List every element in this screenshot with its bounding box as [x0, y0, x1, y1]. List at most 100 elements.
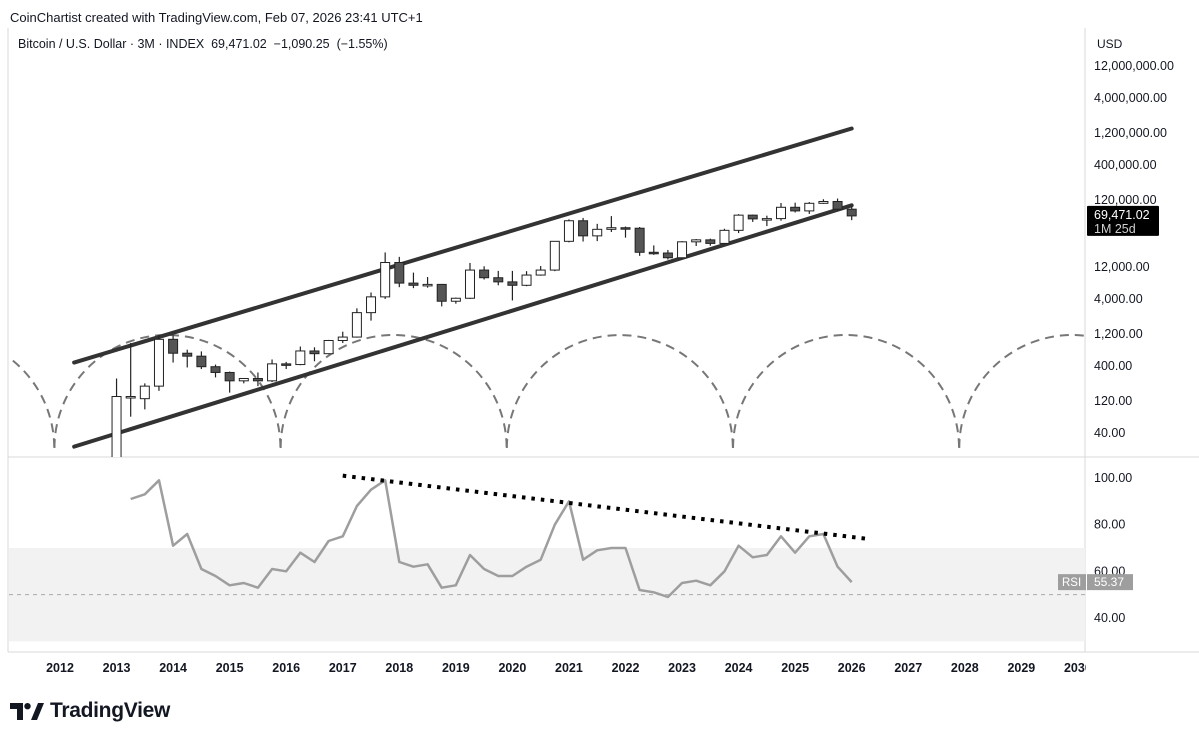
- candle: [408, 272, 419, 289]
- candle: [337, 331, 348, 344]
- candle-body: [592, 228, 603, 237]
- symbol-legend[interactable]: Bitcoin / U.S. Dollar · 3M · INDEX 69,47…: [18, 37, 388, 51]
- tradingview-wordmark: TradingView: [50, 699, 171, 722]
- candle: [578, 217, 589, 242]
- candle-body: [563, 220, 574, 242]
- candle: [56, 484, 65, 500]
- time-axis-corner: [1086, 653, 1199, 683]
- candle-body: [677, 241, 688, 259]
- candle-body: [450, 297, 461, 302]
- candle-body: [691, 239, 702, 243]
- candle: [549, 240, 560, 272]
- panel-borders: [7, 28, 1199, 653]
- candle-body: [267, 363, 278, 382]
- candle-body: [790, 206, 801, 212]
- candle-body: [309, 350, 320, 355]
- candle-body: [479, 269, 490, 279]
- price-tick-label: 4,000,000.00: [1094, 91, 1167, 105]
- candle: [309, 347, 320, 362]
- time-tick-label: 2020: [498, 661, 526, 675]
- last-price-label-bg: [1087, 205, 1159, 236]
- chart-attribution: CoinChartist created with TradingView.co…: [10, 10, 423, 25]
- candle-body: [776, 206, 787, 220]
- candle-body: [252, 378, 263, 382]
- time-tick-label: 2028: [951, 661, 979, 675]
- candle: [719, 228, 730, 244]
- candle-body: [168, 338, 179, 354]
- candle-body: [323, 339, 334, 355]
- candle: [790, 202, 801, 213]
- candle: [592, 223, 603, 242]
- last-price-label: 69,471.02: [1094, 208, 1150, 222]
- candle-body: [620, 227, 631, 230]
- price-tick-label: 4,000.00: [1094, 292, 1143, 306]
- candle: [818, 199, 829, 204]
- tradingview-logo[interactable]: TradingView: [10, 698, 170, 724]
- rsi-name-tag: RSI: [1062, 577, 1081, 589]
- candle-body: [634, 227, 645, 253]
- time-tick-label: 2025: [781, 661, 809, 675]
- rsi-tick-label: 80.00: [1094, 518, 1125, 532]
- candle: [252, 372, 263, 387]
- candle: [323, 339, 334, 355]
- candle-body: [366, 296, 377, 314]
- candle-body: [380, 262, 391, 298]
- candle: [705, 238, 716, 246]
- time-tick-label: 2027: [894, 661, 922, 675]
- price-change-percent: (−1.55%): [336, 37, 388, 51]
- candle-body: [238, 378, 249, 382]
- rsi-tick-label: 100.00: [1094, 471, 1132, 485]
- candle: [450, 297, 461, 304]
- time-tick-label: 2024: [725, 661, 753, 675]
- candle-body: [761, 218, 772, 221]
- candle: [761, 215, 772, 227]
- candle-body: [436, 283, 447, 302]
- cycle-arc: [9, 356, 56, 449]
- bar-countdown-label: 1M 25d: [1094, 222, 1136, 236]
- time-tick-label: 2022: [612, 661, 640, 675]
- candle: [677, 241, 688, 259]
- candle: [493, 270, 504, 286]
- candle-body: [153, 338, 164, 387]
- candle: [351, 308, 362, 338]
- time-axis[interactable]: 2012 2013 2014 2015 2016 2017 2018 2019 2020 2021…: [46, 653, 1199, 683]
- time-tick-label: 2030: [1064, 661, 1092, 675]
- candle: [620, 226, 631, 238]
- candle-body: [719, 229, 730, 244]
- candle-body: [832, 200, 843, 210]
- candle: [479, 266, 490, 280]
- candle: [606, 216, 617, 232]
- candle-body: [182, 352, 193, 357]
- candle: [634, 227, 645, 256]
- price-axis[interactable]: 12,000,000.00 4,000,000.00 1,200,000.00 400…: [1086, 28, 1199, 440]
- price-tick-label: 400.00: [1094, 359, 1132, 373]
- candle: [662, 250, 673, 260]
- time-tick-label: 2012: [46, 661, 74, 675]
- cycle-arcs: [9, 334, 1085, 449]
- rsi-trendline: [342, 473, 867, 541]
- rsi-name-tag-bg: [1058, 574, 1086, 591]
- rsi-tick-label: 40.00: [1094, 611, 1125, 625]
- candle: [535, 266, 546, 276]
- candle: [111, 378, 122, 457]
- candle: [394, 256, 405, 288]
- price-tick-label: 120.00: [1094, 394, 1132, 408]
- candle: [281, 361, 292, 370]
- candle: [507, 270, 518, 301]
- candles: [56, 198, 857, 500]
- candle-body: [394, 262, 405, 284]
- candle: [776, 202, 787, 221]
- candle-body: [804, 202, 815, 212]
- price-tick-label: 400,000.00: [1094, 158, 1157, 172]
- candle: [846, 205, 857, 221]
- candle: [464, 262, 475, 299]
- candle: [648, 245, 659, 255]
- candle-body: [662, 252, 673, 259]
- candle-body: [606, 227, 617, 230]
- candle: [436, 283, 447, 307]
- price-change: −1,090.25: [273, 37, 330, 51]
- cycle-arc: [279, 334, 508, 449]
- candle: [295, 346, 306, 366]
